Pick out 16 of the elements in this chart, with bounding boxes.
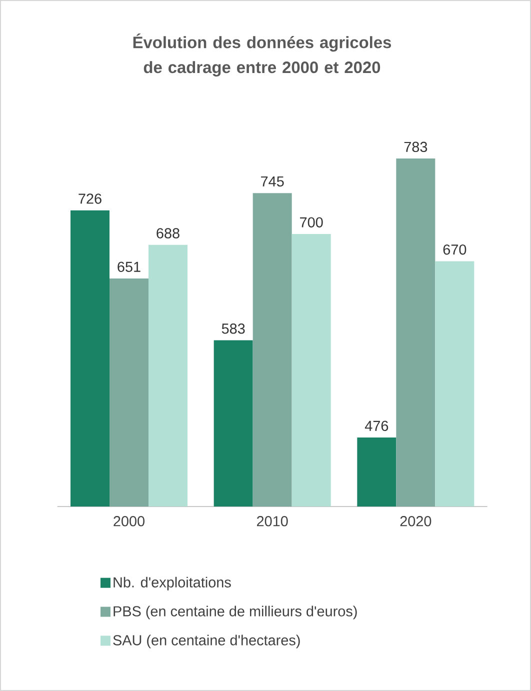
legend-label: PBS (en centaine de millieurs d'euros) <box>114 606 357 620</box>
data-label: 651 <box>118 262 140 272</box>
x-tick-label: 2010 <box>257 516 288 526</box>
data-label: 726 <box>78 194 102 204</box>
x-tick-label: 2020 <box>400 516 432 526</box>
data-label: 476 <box>364 420 388 431</box>
data-label: 583 <box>222 324 245 334</box>
x-tick-label: 2000 <box>114 516 144 526</box>
legend-label: SAU (en centaine d'hectares) <box>113 634 300 648</box>
chart-title: Évolution des données agricoles de cadrage entre 2000 et 2020 <box>133 34 392 76</box>
data-label: 670 <box>443 244 466 255</box>
legend-label: Nb. d'exploitations <box>114 576 231 590</box>
data-label: 688 <box>156 228 180 238</box>
data-label: 783 <box>404 142 428 152</box>
data-label: 745 <box>261 176 284 187</box>
data-label: 700 <box>300 217 323 228</box>
